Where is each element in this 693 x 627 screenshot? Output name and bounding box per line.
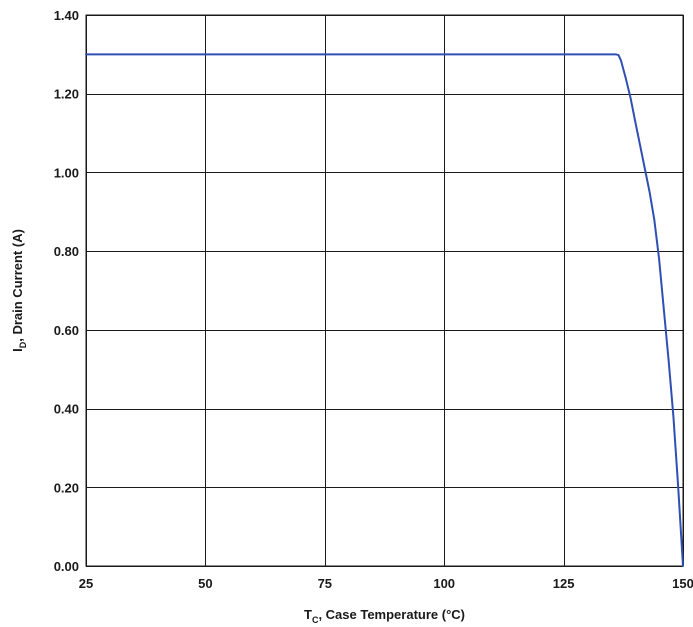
y-tick-label: 1.40 xyxy=(54,8,79,23)
y-axis-title-subscript: D xyxy=(18,341,28,348)
y-tick-label: 0.60 xyxy=(54,323,79,338)
y-axis-title-rest: , Drain Current (A) xyxy=(10,229,25,342)
x-axis-title-rest: , Case Temperature (°C) xyxy=(318,607,465,622)
x-tick-label: 150 xyxy=(672,576,693,591)
y-axis-title: ID, Drain Current (A) xyxy=(10,229,28,352)
plot-area-frame xyxy=(85,14,684,567)
x-axis-title-main: T xyxy=(304,607,312,622)
x-tick-label: 100 xyxy=(433,576,455,591)
y-tick-label: 0.00 xyxy=(54,559,79,574)
y-tick-label: 0.40 xyxy=(54,402,79,417)
x-tick-label: 75 xyxy=(318,576,332,591)
drain-current-curve xyxy=(85,53,684,567)
y-axis-title-main: I xyxy=(10,348,25,352)
x-tick-labels: 25 50 75 100 125 150 xyxy=(79,576,693,591)
y-tick-label: 0.80 xyxy=(54,244,79,259)
y-tick-labels: 0.00 0.20 0.40 0.60 0.80 1.00 1.20 1.40 xyxy=(54,8,79,574)
x-axis-title: TC, Case Temperature (°C) xyxy=(304,607,465,625)
series-layer xyxy=(85,53,684,567)
y-tick-label: 1.00 xyxy=(54,165,79,180)
y-tick-label: 1.20 xyxy=(54,87,79,102)
x-tick-label: 50 xyxy=(198,576,212,591)
x-axis-title-subscript: C xyxy=(312,615,319,625)
y-tick-label: 0.20 xyxy=(54,480,79,495)
x-tick-label: 25 xyxy=(79,576,93,591)
x-tick-label: 125 xyxy=(553,576,575,591)
